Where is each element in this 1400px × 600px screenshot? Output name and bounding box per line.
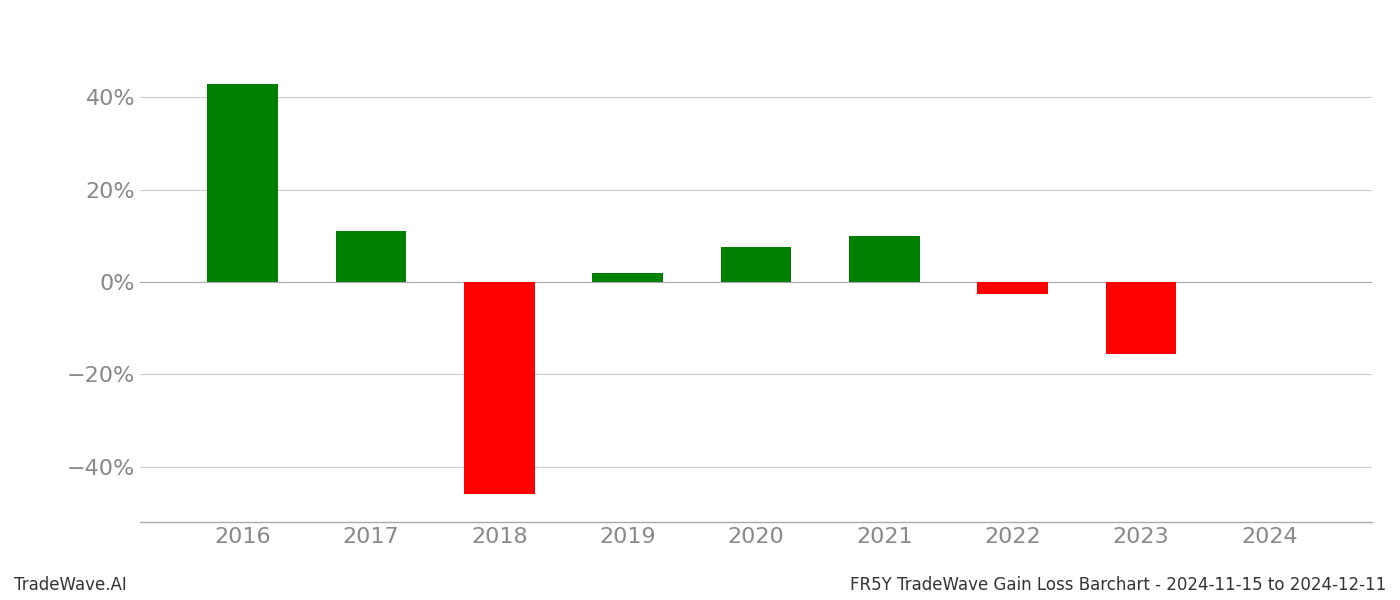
Text: TradeWave.AI: TradeWave.AI bbox=[14, 576, 127, 594]
Bar bbox=[463, 282, 535, 494]
Bar bbox=[592, 273, 664, 282]
Bar bbox=[1106, 282, 1176, 353]
Bar bbox=[207, 83, 279, 282]
Text: FR5Y TradeWave Gain Loss Barchart - 2024-11-15 to 2024-12-11: FR5Y TradeWave Gain Loss Barchart - 2024… bbox=[850, 576, 1386, 594]
Bar bbox=[977, 282, 1049, 293]
Bar bbox=[336, 231, 406, 282]
Bar bbox=[848, 236, 920, 282]
Bar bbox=[721, 247, 791, 282]
